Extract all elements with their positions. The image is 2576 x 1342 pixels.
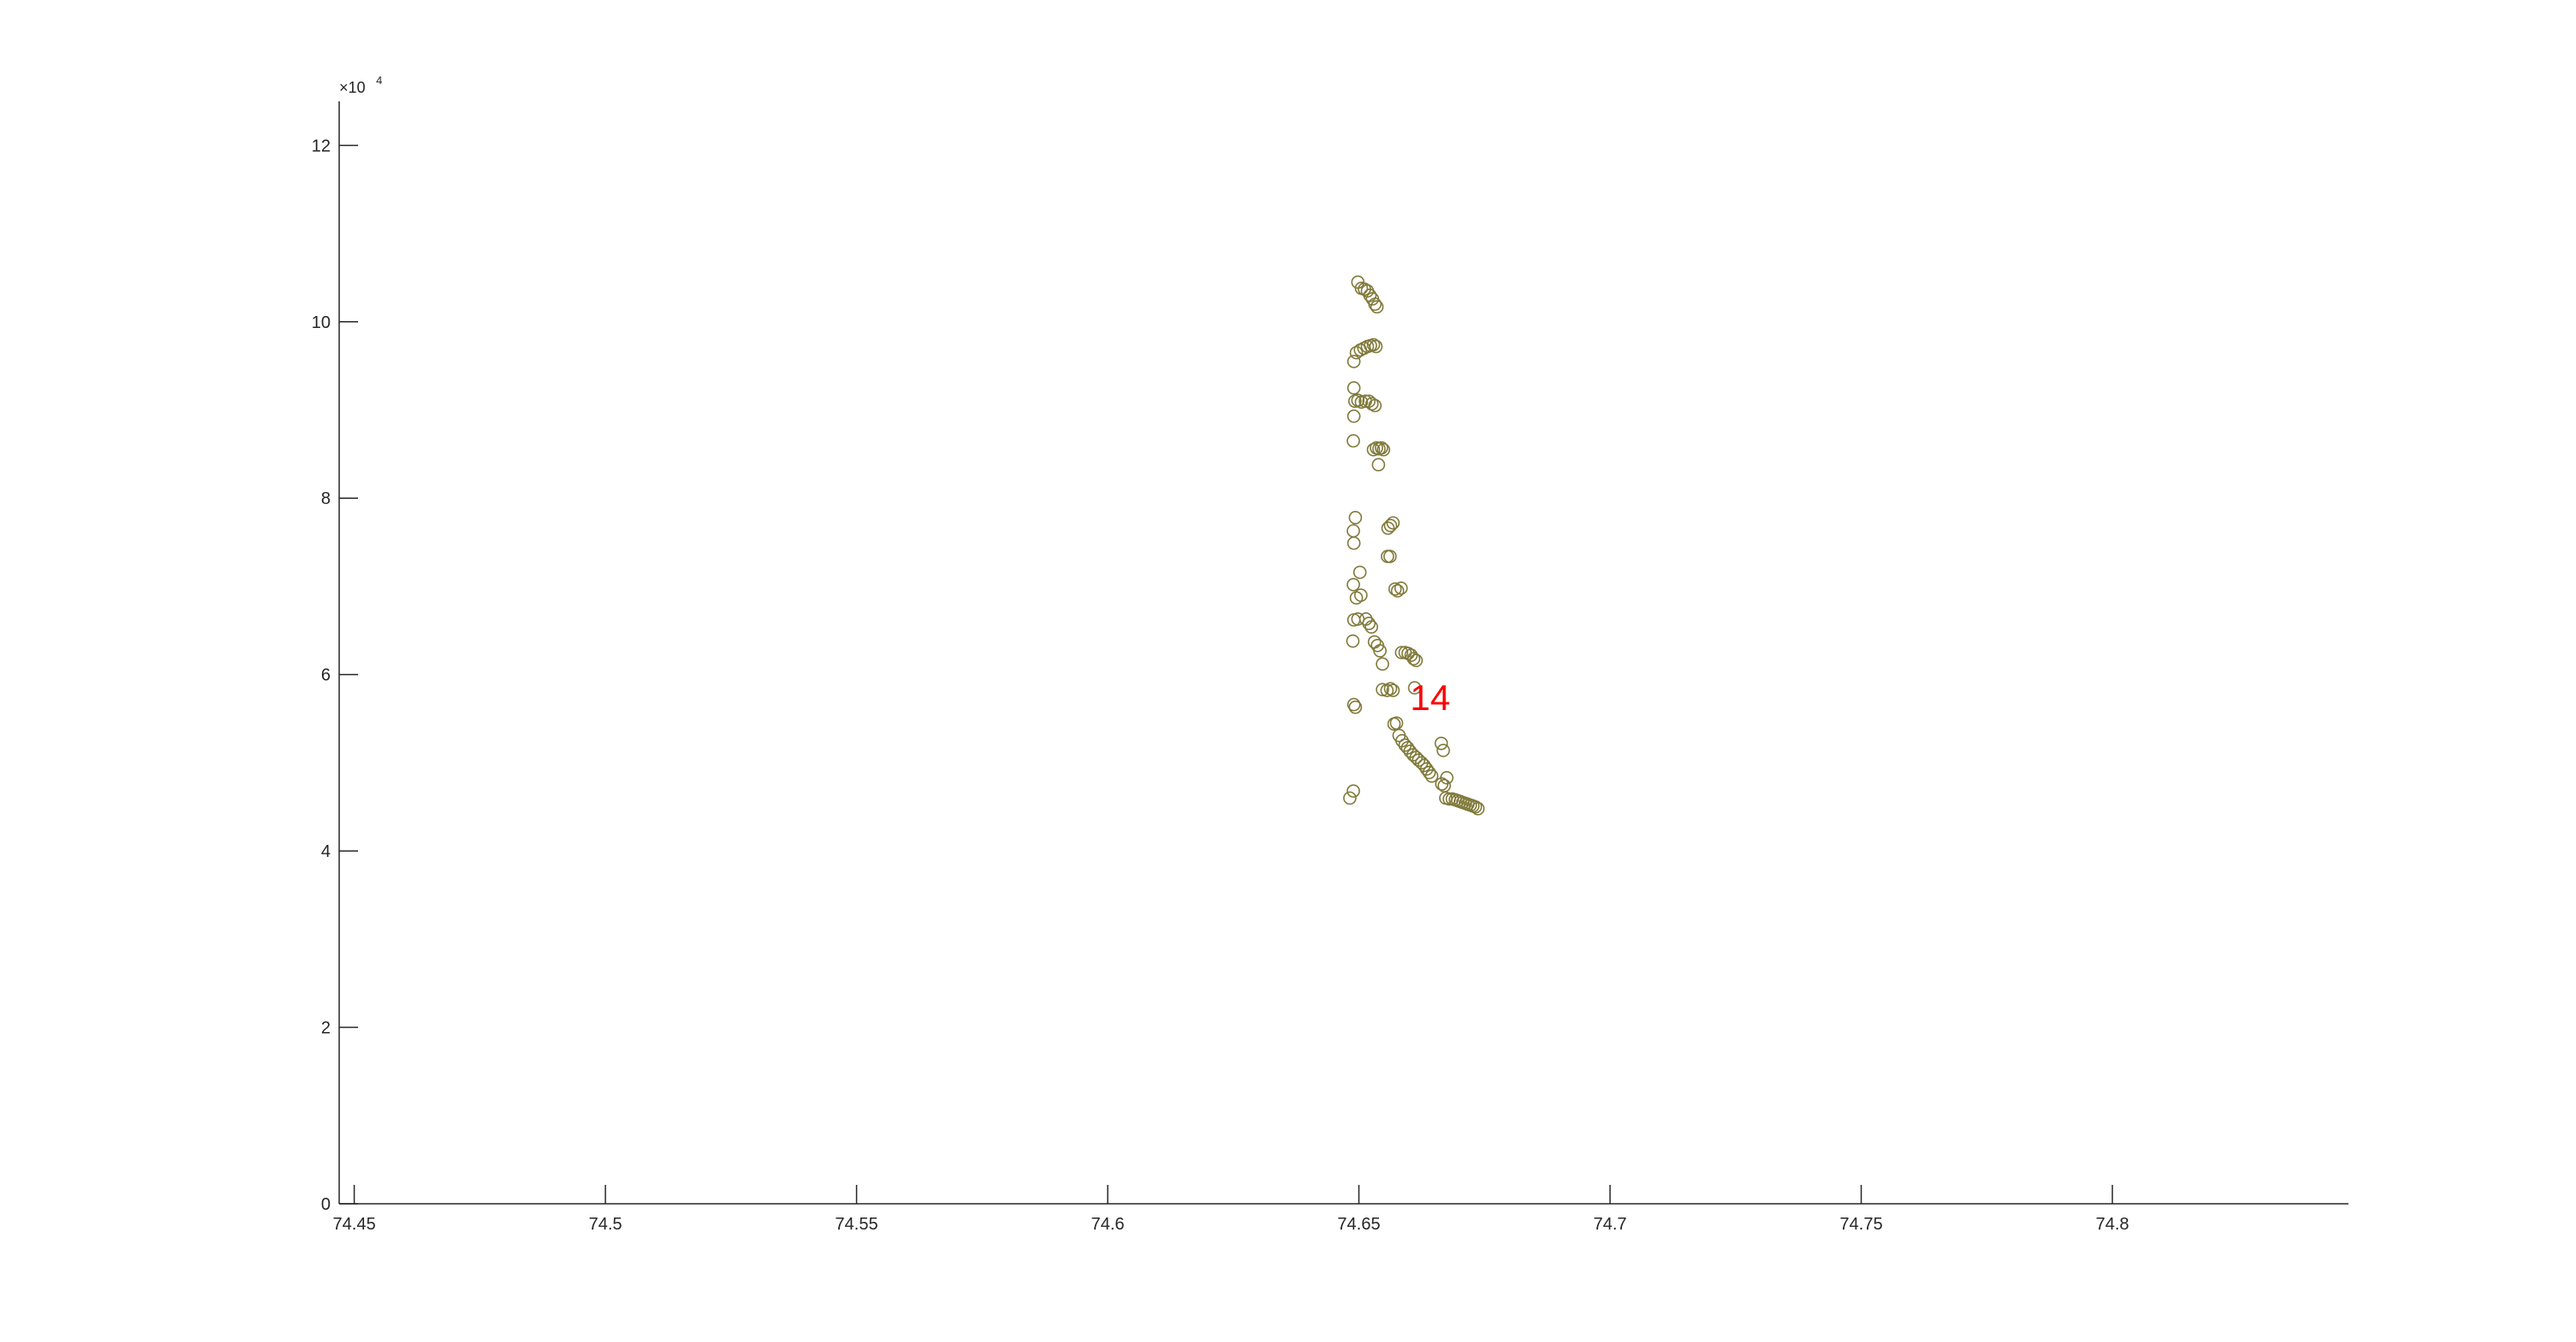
data-point bbox=[1362, 616, 1376, 630]
data-point bbox=[1373, 644, 1387, 658]
data-point bbox=[1376, 442, 1391, 457]
data-point bbox=[1348, 511, 1363, 525]
x-tick-label: 74.45 bbox=[333, 1215, 376, 1234]
annotation-label: 14 bbox=[1410, 677, 1450, 718]
data-point bbox=[1343, 791, 1357, 805]
data-point bbox=[1370, 300, 1384, 314]
data-point bbox=[1435, 777, 1449, 791]
data-point bbox=[1346, 578, 1360, 592]
data-point bbox=[1346, 409, 1361, 423]
data-point bbox=[1388, 582, 1402, 596]
data-point bbox=[1417, 758, 1431, 773]
x-tick-label: 74.7 bbox=[1594, 1215, 1627, 1234]
data-point bbox=[1437, 744, 1450, 757]
data-point bbox=[1346, 536, 1361, 550]
data-point bbox=[1346, 355, 1361, 368]
data-point bbox=[1346, 784, 1360, 799]
data-point bbox=[1406, 652, 1421, 665]
y-tick-label: 8 bbox=[321, 489, 331, 508]
y-tick-label: 0 bbox=[321, 1195, 331, 1214]
data-point bbox=[1381, 550, 1394, 563]
data-point bbox=[1346, 524, 1360, 538]
data-point bbox=[1376, 657, 1389, 671]
x-tick-label: 74.8 bbox=[2096, 1215, 2129, 1234]
y-tick-label: 12 bbox=[312, 137, 331, 155]
x-tick-label: 74.55 bbox=[835, 1215, 878, 1234]
data-point bbox=[1364, 397, 1379, 411]
axes bbox=[338, 101, 2348, 1205]
data-point bbox=[1375, 440, 1388, 455]
y-tick-label: 10 bbox=[312, 313, 331, 332]
data-point bbox=[1354, 588, 1368, 603]
data-point bbox=[1383, 519, 1398, 532]
data-point bbox=[1394, 646, 1409, 659]
data-point bbox=[1471, 802, 1485, 816]
data-point bbox=[1425, 769, 1439, 783]
data-point bbox=[1419, 762, 1434, 776]
ticks: 74.45 74.5 74.55 74.6 74.65 74.7 74.75 74.8 0 2 4 6… bbox=[312, 137, 2129, 1234]
data-point bbox=[1386, 516, 1400, 530]
y-axis-exponent-power: 4 bbox=[376, 74, 382, 87]
data-point bbox=[1367, 635, 1382, 649]
data-point bbox=[1352, 565, 1367, 580]
data-points bbox=[1343, 275, 1485, 816]
y-tick-label: 4 bbox=[321, 842, 331, 861]
data-point bbox=[1394, 581, 1408, 595]
data-point bbox=[1422, 765, 1437, 780]
data-point bbox=[1383, 550, 1397, 563]
y-axis-exponent-base: ×10 bbox=[339, 79, 366, 96]
data-point bbox=[1386, 683, 1400, 697]
data-point bbox=[1468, 799, 1483, 814]
data-point bbox=[1349, 345, 1364, 360]
data-point bbox=[1409, 653, 1424, 668]
data-point bbox=[1348, 700, 1363, 714]
data-point bbox=[1346, 634, 1360, 648]
x-tick-label: 74.6 bbox=[1091, 1215, 1125, 1234]
data-point bbox=[1371, 458, 1386, 472]
x-tick-label: 74.75 bbox=[1840, 1215, 1883, 1234]
y-tick-label: 6 bbox=[321, 666, 331, 685]
data-point bbox=[1389, 716, 1404, 730]
data-point bbox=[1376, 683, 1389, 696]
data-point bbox=[1407, 681, 1422, 695]
y-tick-label: 2 bbox=[321, 1019, 331, 1038]
data-point bbox=[1369, 339, 1383, 354]
data-point bbox=[1349, 591, 1364, 605]
data-point bbox=[1383, 682, 1398, 695]
data-point bbox=[1346, 697, 1361, 712]
x-tick-label: 74.5 bbox=[589, 1215, 623, 1234]
data-point bbox=[1366, 337, 1381, 352]
data-point bbox=[1368, 297, 1382, 312]
data-point bbox=[1366, 442, 1381, 457]
data-point bbox=[1346, 381, 1361, 395]
data-point bbox=[1346, 434, 1360, 448]
data-point bbox=[1434, 737, 1449, 750]
data-point bbox=[1368, 398, 1382, 413]
data-point bbox=[1390, 584, 1405, 598]
data-point bbox=[1364, 620, 1378, 635]
x-tick-label: 74.65 bbox=[1338, 1215, 1381, 1234]
